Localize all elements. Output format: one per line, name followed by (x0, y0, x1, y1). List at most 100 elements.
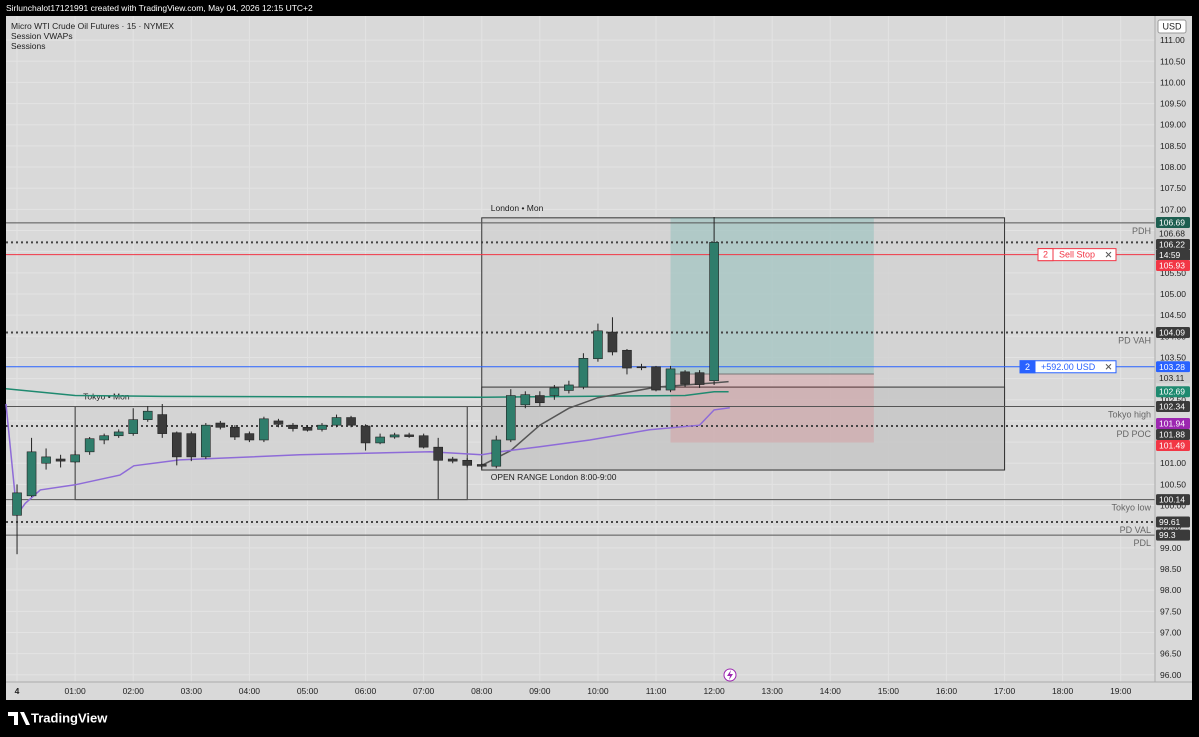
candle-body (680, 371, 690, 385)
price-tag (1156, 259, 1190, 271)
candle-body (447, 458, 458, 462)
price-tag-label: 102.69 (1159, 387, 1185, 397)
candle-body (360, 425, 371, 444)
candle-body (520, 394, 531, 406)
y-tick-label: 108.50 (1160, 141, 1186, 151)
vwap-line (481, 380, 729, 467)
loss-zone (670, 373, 874, 443)
session-label: London • Mon (491, 203, 544, 213)
y-tick-label: 97.00 (1160, 627, 1182, 637)
x-tick-label: 15:00 (878, 686, 900, 696)
plot-area: London • Mon OPEN RANGE London 8:00-9:00 T… (5, 16, 1155, 682)
price-tag-label: 106.68 (1159, 228, 1185, 238)
level-label: PD VAH (1118, 335, 1151, 345)
x-tick-label: 05:00 (297, 686, 319, 696)
pnl-qty-box (1019, 360, 1036, 374)
order-qty-box (1037, 248, 1054, 262)
vwap-line (5, 403, 730, 517)
candle-body (317, 424, 327, 430)
attribution: Sirlunchalot17121991 created with Tradin… (6, 3, 313, 13)
candle-body (12, 492, 22, 516)
x-tick-label: 08:00 (471, 686, 493, 696)
candle-body (404, 434, 414, 437)
price-tag (1156, 428, 1190, 440)
close-icon[interactable] (1105, 251, 1112, 258)
price-tag-label: 101.94 (1159, 418, 1185, 428)
candle-body (622, 349, 632, 369)
x-tick-label: 19:00 (1110, 686, 1132, 696)
countdown-box (1156, 249, 1190, 260)
y-tick-label: 104.50 (1160, 310, 1186, 320)
candle-body (491, 439, 502, 467)
price-tag-label: 106.22 (1159, 239, 1185, 249)
order-label[interactable]: 2 Sell Stop (1037, 248, 1117, 262)
candle-body (230, 426, 240, 438)
candle-body (578, 358, 589, 388)
candle-body (694, 372, 705, 385)
y-tick-label: 98.50 (1160, 564, 1182, 574)
candle-body (302, 426, 313, 431)
candle-body (142, 410, 153, 420)
y-tick-label: 100.50 (1160, 479, 1186, 489)
candle-body (186, 433, 197, 458)
candle-body (55, 458, 66, 462)
countdown: 14:59 (1159, 250, 1181, 260)
pnl-qty: 2 (1025, 362, 1030, 372)
candle-body (636, 366, 647, 369)
price-tag-label: 104.09 (1159, 327, 1185, 337)
y-tick-label: 96.00 (1160, 670, 1182, 680)
brand-logo (8, 712, 30, 725)
pnl-label[interactable]: 2 +592.00 USD (1019, 360, 1117, 374)
candle-body (215, 422, 226, 428)
x-tick-label: 17:00 (994, 686, 1016, 696)
price-tag (1156, 417, 1190, 429)
level-label: PDH (1132, 226, 1151, 236)
x-tick-label: 11:00 (646, 686, 667, 696)
candle-body (346, 417, 356, 426)
price-tag (1156, 372, 1190, 384)
price-tag (1156, 227, 1190, 239)
level-label: PD VAL (1120, 525, 1151, 535)
x-tick-label: 10:00 (587, 686, 609, 696)
vwap-line (5, 388, 729, 398)
price-tag (1156, 401, 1190, 413)
level-label: PDL (1133, 538, 1151, 548)
currency-button[interactable] (1157, 19, 1187, 34)
candle-body (665, 368, 676, 391)
x-tick-label: 14:00 (820, 686, 842, 696)
y-tick-label: 107.50 (1160, 183, 1186, 193)
y-tick-label: 103.50 (1160, 352, 1186, 362)
candle-body (84, 438, 95, 453)
price-tag (1156, 494, 1190, 506)
candle-body (418, 435, 429, 448)
y-tick-label: 107.00 (1160, 204, 1186, 214)
candle-body (593, 330, 603, 360)
replay-icon[interactable] (723, 668, 737, 682)
x-tick-label: 03:00 (181, 686, 203, 696)
candle-body (41, 456, 51, 464)
candle-body (273, 420, 284, 425)
price-tag (1156, 529, 1190, 541)
y-tick-label: 111.00 (1160, 35, 1185, 45)
candle-body (564, 384, 574, 391)
y-tick-label: 101.00 (1160, 458, 1186, 468)
candle-body (201, 424, 211, 458)
price-tag (1156, 238, 1190, 250)
pnl-text: +592.00 USD (1041, 362, 1096, 372)
order-text: Sell Stop (1059, 250, 1095, 260)
price-tag (1156, 386, 1190, 398)
currency[interactable]: USD (1162, 22, 1182, 32)
y-tick-label: 96.50 (1160, 649, 1182, 659)
candle-body (709, 242, 719, 382)
x-tick-label: 12:00 (703, 686, 725, 696)
price-tag-label: 103.28 (1159, 362, 1185, 372)
x-tick-label: 18:00 (1052, 686, 1074, 696)
candle-body (651, 366, 661, 391)
close-icon[interactable] (1105, 363, 1112, 370)
order-qty: 2 (1043, 250, 1048, 260)
symbol-title: Micro WTI Crude Oil Futures · 15 · NYMEX (11, 21, 174, 31)
x-tick-label: 02:00 (123, 686, 145, 696)
candle-body (70, 454, 80, 463)
candle-body (259, 418, 269, 441)
